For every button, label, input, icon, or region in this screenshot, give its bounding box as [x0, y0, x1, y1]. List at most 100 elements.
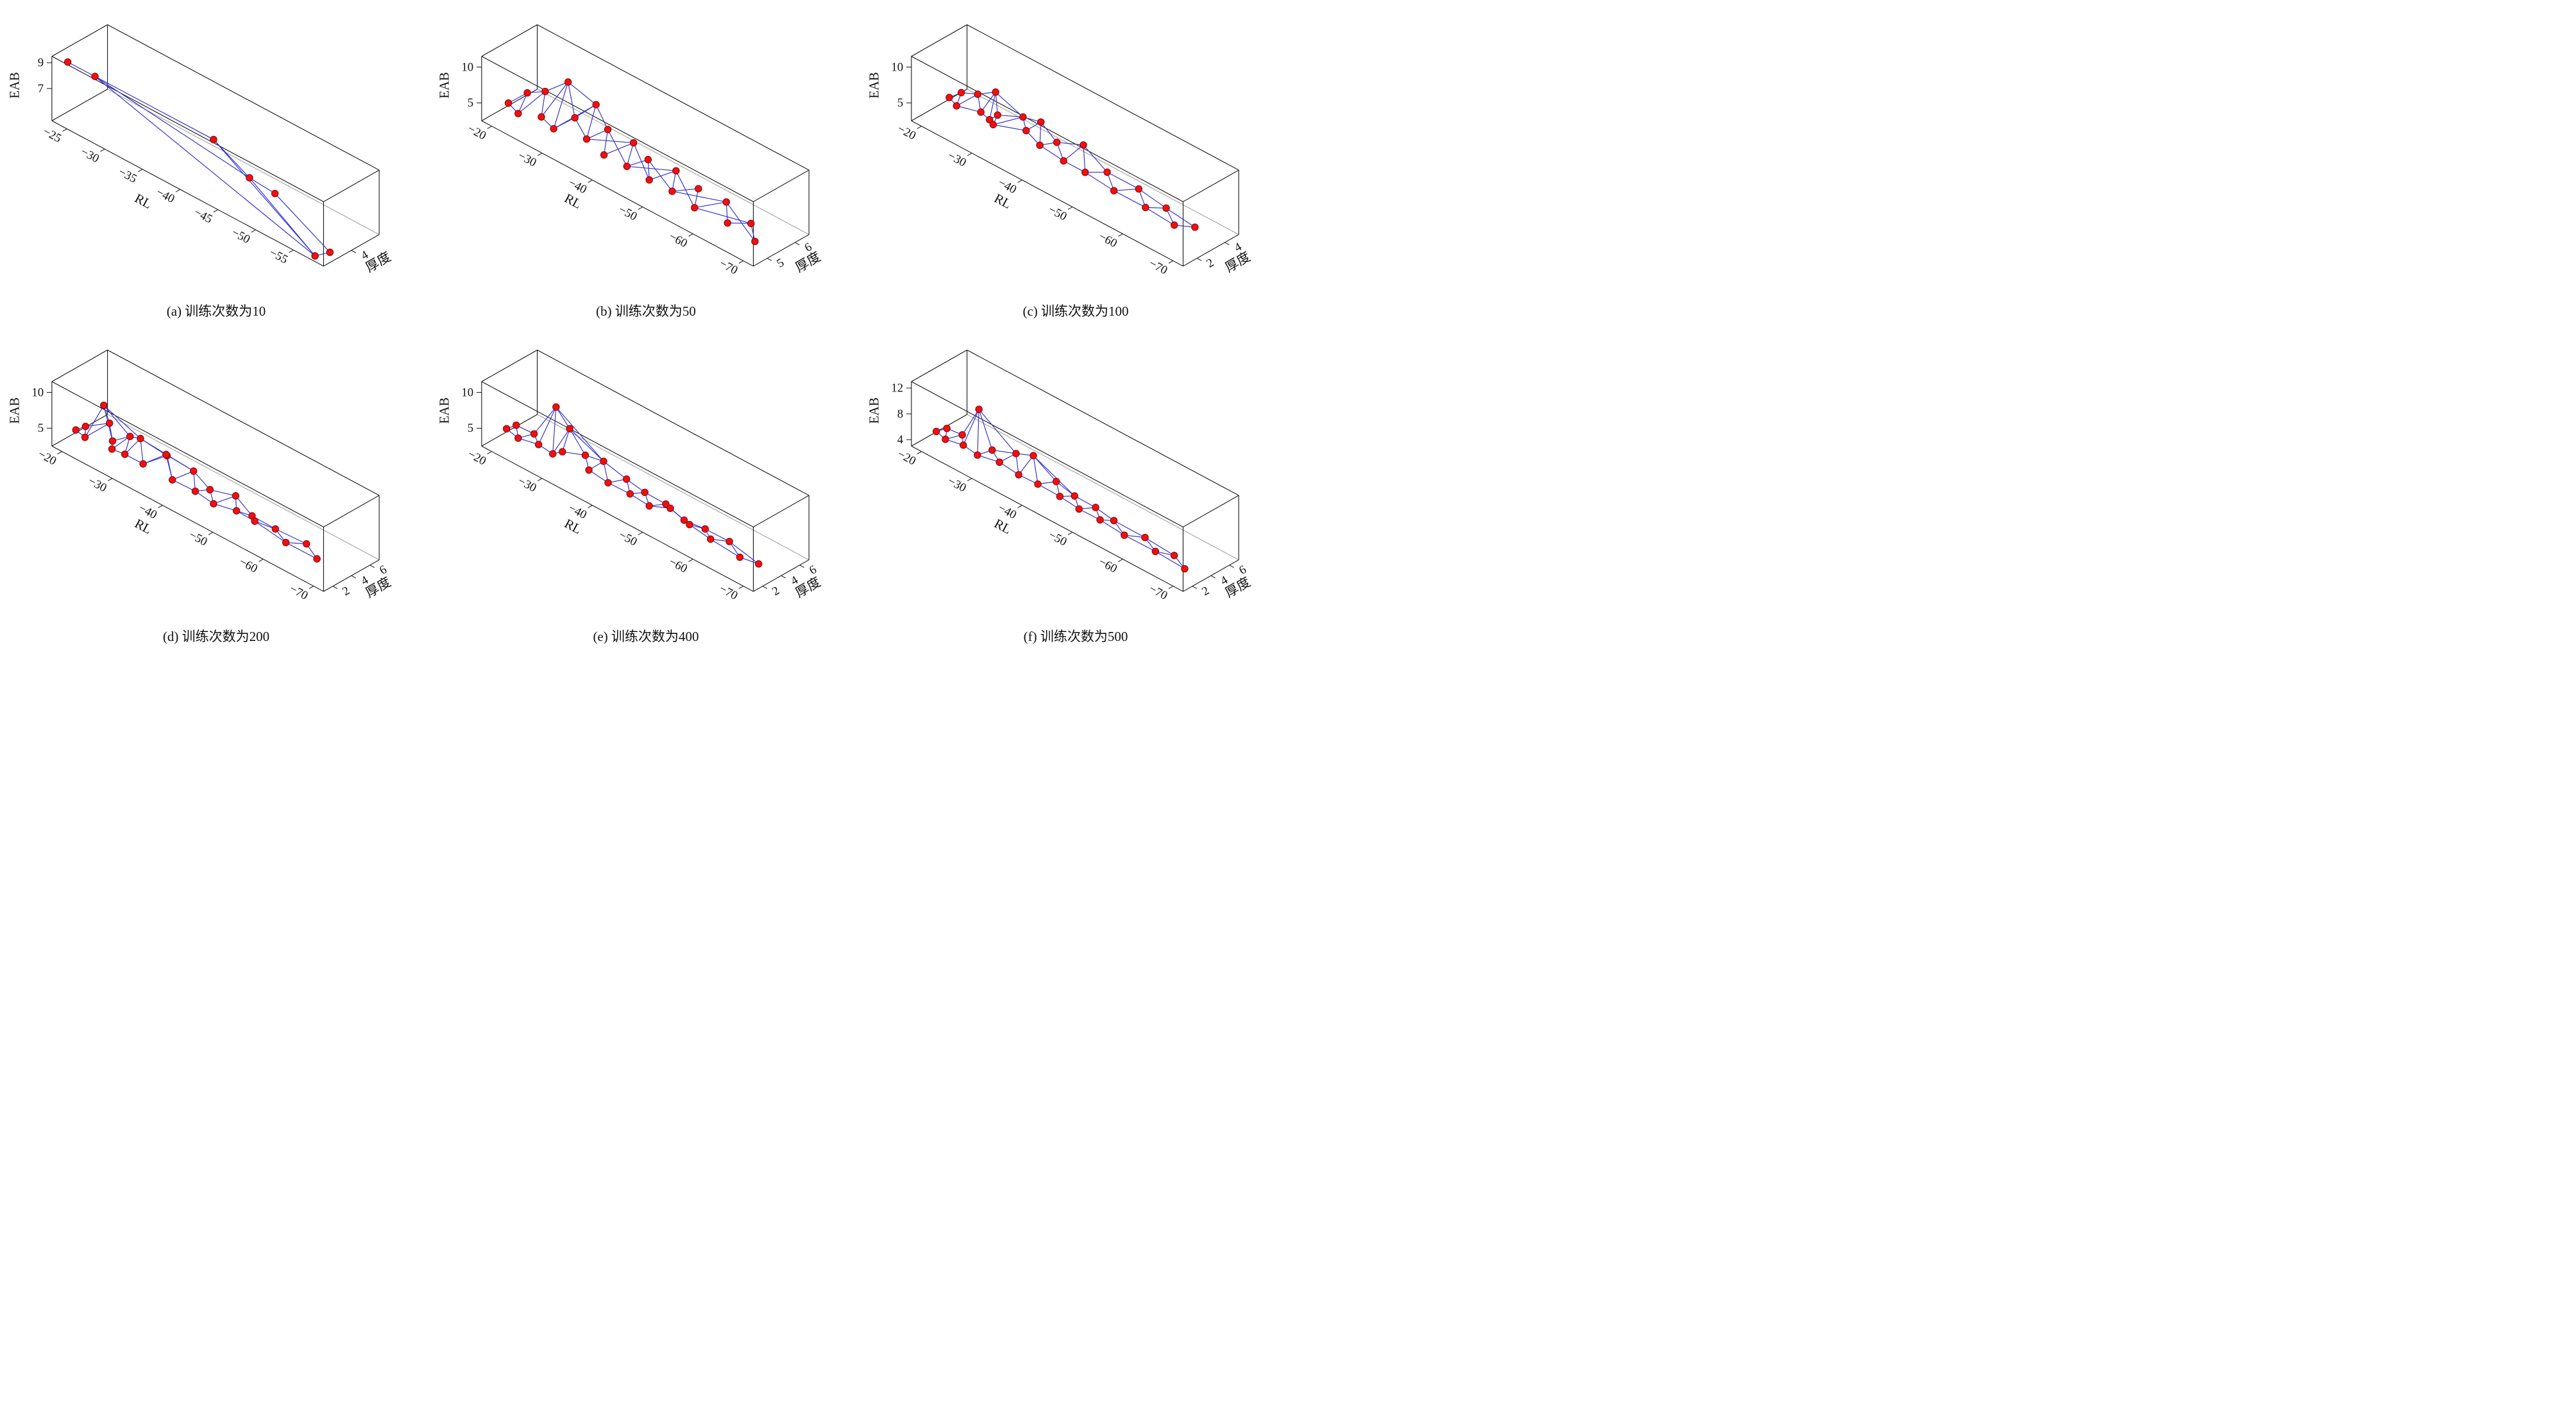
rl-tick-label: −50	[1046, 203, 1069, 223]
eab-tick-label: 10	[461, 60, 473, 74]
rl-tick-label: −30	[945, 474, 969, 495]
data-point	[975, 406, 983, 413]
data-point	[523, 89, 531, 97]
rl-tick-label: −50	[616, 203, 640, 223]
data-point	[668, 187, 676, 195]
data-point	[974, 90, 982, 98]
data-point	[550, 124, 557, 133]
data-point	[1060, 157, 1067, 165]
thickness-tick-label: 6	[377, 563, 389, 577]
data-point	[514, 434, 522, 442]
data-point	[162, 450, 170, 459]
data-point	[514, 110, 522, 117]
data-point	[988, 446, 996, 454]
data-point	[953, 102, 960, 110]
rl-tick-label: −70	[717, 257, 740, 277]
data-point	[641, 488, 648, 497]
data-points	[502, 403, 763, 568]
data-points	[64, 58, 334, 260]
eab-axis-label: EAB	[438, 397, 452, 423]
data-point	[313, 555, 321, 563]
rl-tick-label: −70	[287, 582, 310, 602]
eab-tick-label: 7	[38, 82, 44, 96]
data-point	[943, 424, 951, 432]
data-point	[549, 450, 557, 458]
rl-tick-label: −60	[666, 555, 690, 576]
data-point	[666, 504, 674, 512]
plot-canvas-c: −20 −30 −40 −50 −60 −70 10 5 2 4 EAB RL 厚度	[861, 4, 1291, 301]
data-point	[282, 538, 290, 547]
data-point	[1121, 531, 1128, 539]
data-point	[1135, 185, 1143, 193]
data-point	[1015, 471, 1022, 479]
data-point	[541, 87, 549, 96]
data-point	[1142, 203, 1149, 212]
rl-tick-label: −50	[616, 528, 640, 549]
rl-tick-label: −30	[86, 474, 109, 495]
data-point	[271, 189, 279, 198]
data-point	[1096, 516, 1104, 524]
data-point	[81, 433, 89, 441]
data-point	[534, 441, 543, 448]
subplot-a: −25 −30 −35 −40 −45 −50 −55 9 7 4 EAB RL 厚度 (a) 训练次数…	[1, 4, 431, 320]
thickness-axis-label: 厚度	[363, 249, 393, 275]
data-point	[502, 425, 511, 432]
data-points	[72, 401, 321, 563]
data-point	[662, 500, 670, 508]
thickness-tick-label: 5	[775, 256, 787, 271]
subplot-b-caption: (b) 训练次数为50	[596, 303, 696, 319]
data-point	[232, 492, 240, 500]
data-point	[600, 151, 608, 159]
data-point	[957, 89, 965, 97]
rl-tick-label: −30	[516, 474, 539, 495]
data-point	[958, 431, 966, 439]
data-point	[1037, 118, 1045, 126]
data-point	[1110, 517, 1118, 525]
data-point	[504, 99, 513, 107]
plot-canvas-d: −20 −30 −40 −50 −60 −70 10 5 2 4 6 EAB RL 厚度	[1, 329, 431, 626]
data-point	[1036, 141, 1044, 149]
rl-tick-label: −60	[237, 555, 260, 576]
plot-canvas-a: −25 −30 −35 −40 −45 −50 −55 9 7 4 EAB RL 厚度	[1, 4, 431, 301]
data-point	[190, 467, 198, 475]
data-point	[680, 516, 688, 524]
data-point	[566, 425, 573, 432]
subplot-c-caption: (c) 训练次数为100	[1022, 303, 1129, 319]
subplot-d: −20 −30 −40 −50 −60 −70 10 5 2 4 6 EAB RL 厚度 (d) 训练次数…	[1, 329, 431, 645]
data-point	[691, 203, 699, 212]
thickness-axis-label: 厚度	[793, 574, 823, 601]
data-point	[725, 538, 733, 545]
data-point	[246, 174, 253, 182]
thickness-tick-label: 2	[770, 584, 782, 599]
rl-tick-label: −25	[40, 124, 64, 145]
thickness-tick-label: 6	[807, 563, 819, 577]
data-point	[1110, 187, 1118, 194]
data-point	[1141, 533, 1149, 542]
data-points	[945, 88, 1199, 231]
eab-axis-label: EAB	[868, 397, 882, 423]
data-point	[585, 466, 593, 474]
eab-tick-label: 5	[468, 96, 473, 110]
eab-axis-label: EAB	[8, 72, 22, 98]
plot-canvas-e: −20 −30 −40 −50 −60 −70 10 5 2 4 6 EAB RL 厚度	[431, 329, 861, 626]
data-point	[1012, 450, 1020, 457]
axis-box	[51, 24, 380, 267]
rl-tick-label: −30	[945, 149, 969, 169]
data-point	[736, 553, 744, 561]
data-point	[1075, 505, 1083, 513]
data-point	[1181, 565, 1189, 573]
data-point	[724, 219, 731, 227]
data-point	[1030, 452, 1037, 459]
rl-tick-label: −50	[230, 226, 253, 246]
data-point	[72, 426, 80, 434]
data-point	[1022, 126, 1030, 135]
data-point	[311, 252, 319, 260]
